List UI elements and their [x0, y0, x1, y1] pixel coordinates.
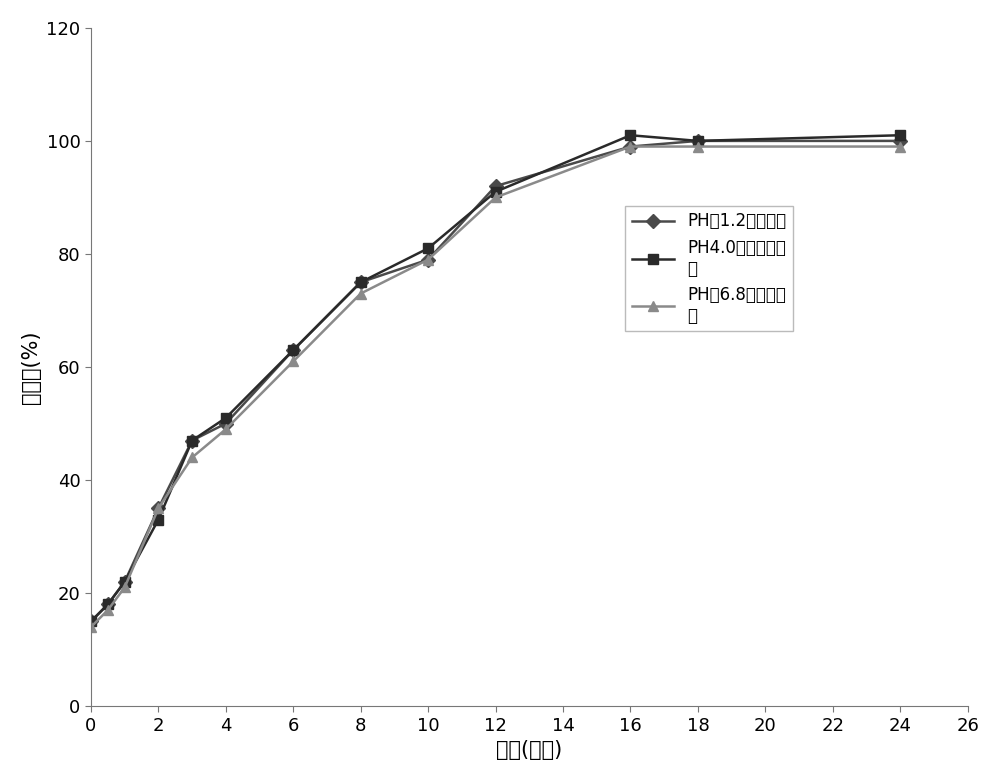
X-axis label: 时间(小时): 时间(小时) [496, 740, 562, 760]
Legend: PH值1.2盐酸溶液, PH4.0醋酸盐缓冲
液, PH值6.8缓冲盐溶
液: PH值1.2盐酸溶液, PH4.0醋酸盐缓冲 液, PH值6.8缓冲盐溶 液 [625, 205, 793, 331]
Y-axis label: 释放度(%): 释放度(%) [21, 330, 41, 404]
